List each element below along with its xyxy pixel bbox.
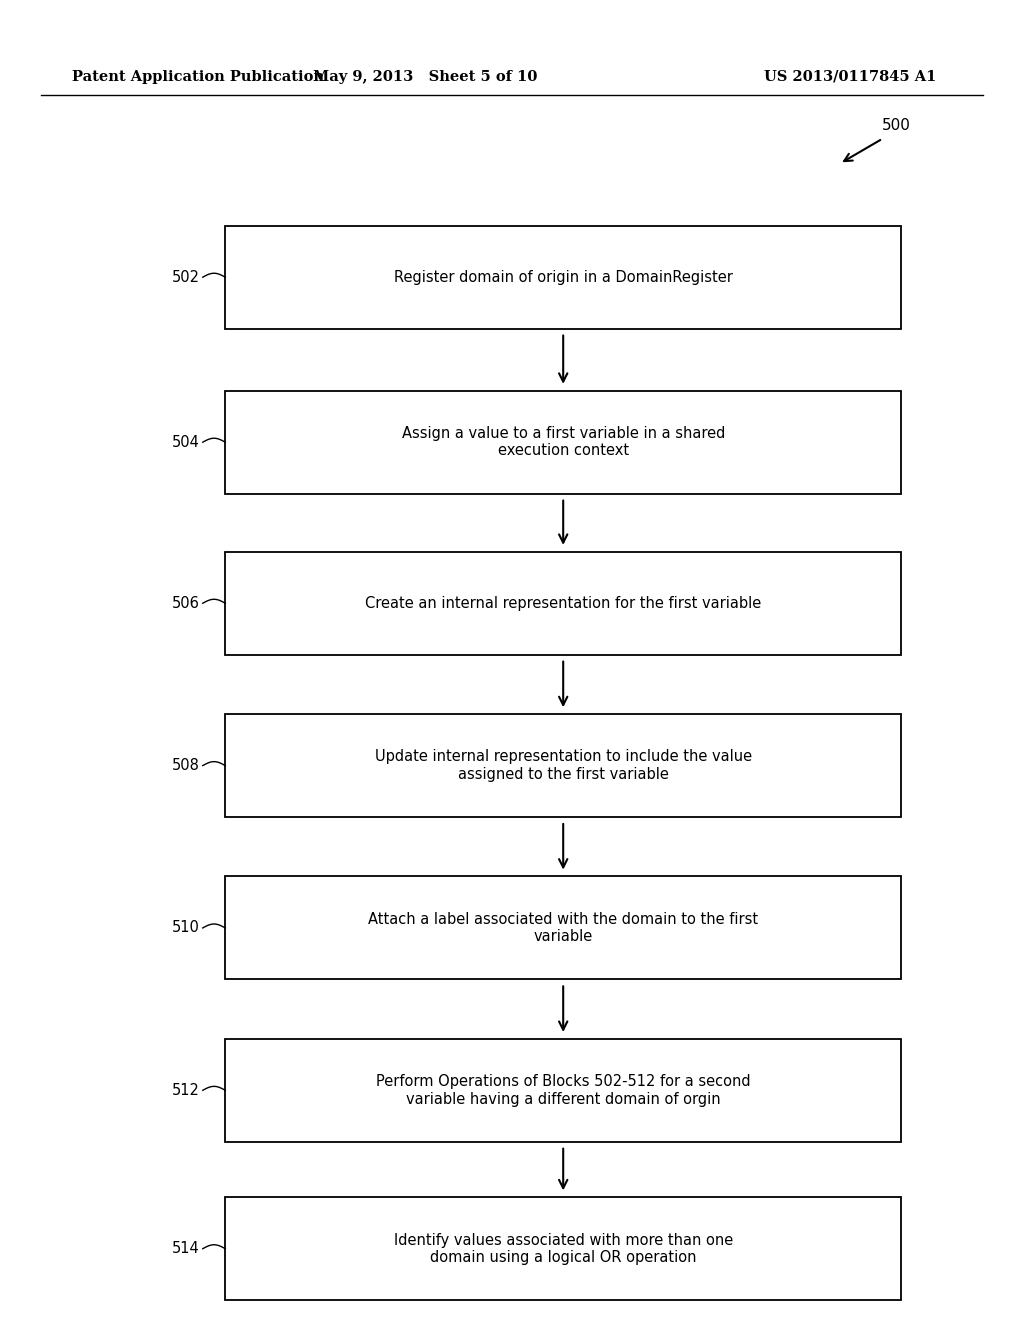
Bar — [225, 226, 901, 329]
Bar — [225, 1197, 901, 1300]
Bar — [225, 552, 901, 655]
Text: Attach a label associated with the domain to the first
variable: Attach a label associated with the domai… — [369, 912, 758, 944]
Text: 512: 512 — [172, 1082, 200, 1098]
Text: 504: 504 — [172, 434, 200, 450]
Text: US 2013/0117845 A1: US 2013/0117845 A1 — [764, 70, 936, 83]
Bar — [225, 1039, 901, 1142]
Text: Identify values associated with more than one
domain using a logical OR operatio: Identify values associated with more tha… — [393, 1233, 733, 1265]
Text: 514: 514 — [172, 1241, 200, 1257]
Text: 502: 502 — [172, 269, 200, 285]
Bar — [225, 714, 901, 817]
Text: Patent Application Publication: Patent Application Publication — [72, 70, 324, 83]
Text: 508: 508 — [172, 758, 200, 774]
Text: 510: 510 — [172, 920, 200, 936]
Text: Create an internal representation for the first variable: Create an internal representation for th… — [366, 595, 761, 611]
Bar — [225, 391, 901, 494]
Text: 500: 500 — [882, 117, 910, 133]
Text: Register domain of origin in a DomainRegister: Register domain of origin in a DomainReg… — [394, 269, 732, 285]
Text: Assign a value to a first variable in a shared
execution context: Assign a value to a first variable in a … — [401, 426, 725, 458]
Text: Perform Operations of Blocks 502-512 for a second
variable having a different do: Perform Operations of Blocks 502-512 for… — [376, 1074, 751, 1106]
Text: 506: 506 — [172, 595, 200, 611]
Text: Update internal representation to include the value
assigned to the first variab: Update internal representation to includ… — [375, 750, 752, 781]
Text: May 9, 2013   Sheet 5 of 10: May 9, 2013 Sheet 5 of 10 — [312, 70, 538, 83]
Bar — [225, 876, 901, 979]
